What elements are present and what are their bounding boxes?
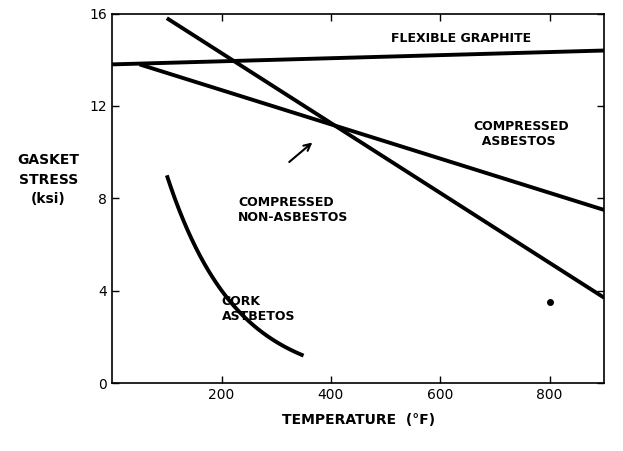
X-axis label: TEMPERATURE  (°F): TEMPERATURE (°F) [282,413,435,427]
Text: CORK
ASTBETOS: CORK ASTBETOS [222,295,295,323]
Text: COMPRESSED
NON-ASBESTOS: COMPRESSED NON-ASBESTOS [238,196,348,224]
Text: FLEXIBLE GRAPHITE: FLEXIBLE GRAPHITE [391,32,531,46]
Text: COMPRESSED
  ASBESTOS: COMPRESSED ASBESTOS [473,120,569,148]
Y-axis label: GASKET
STRESS
(ksi): GASKET STRESS (ksi) [17,153,79,207]
